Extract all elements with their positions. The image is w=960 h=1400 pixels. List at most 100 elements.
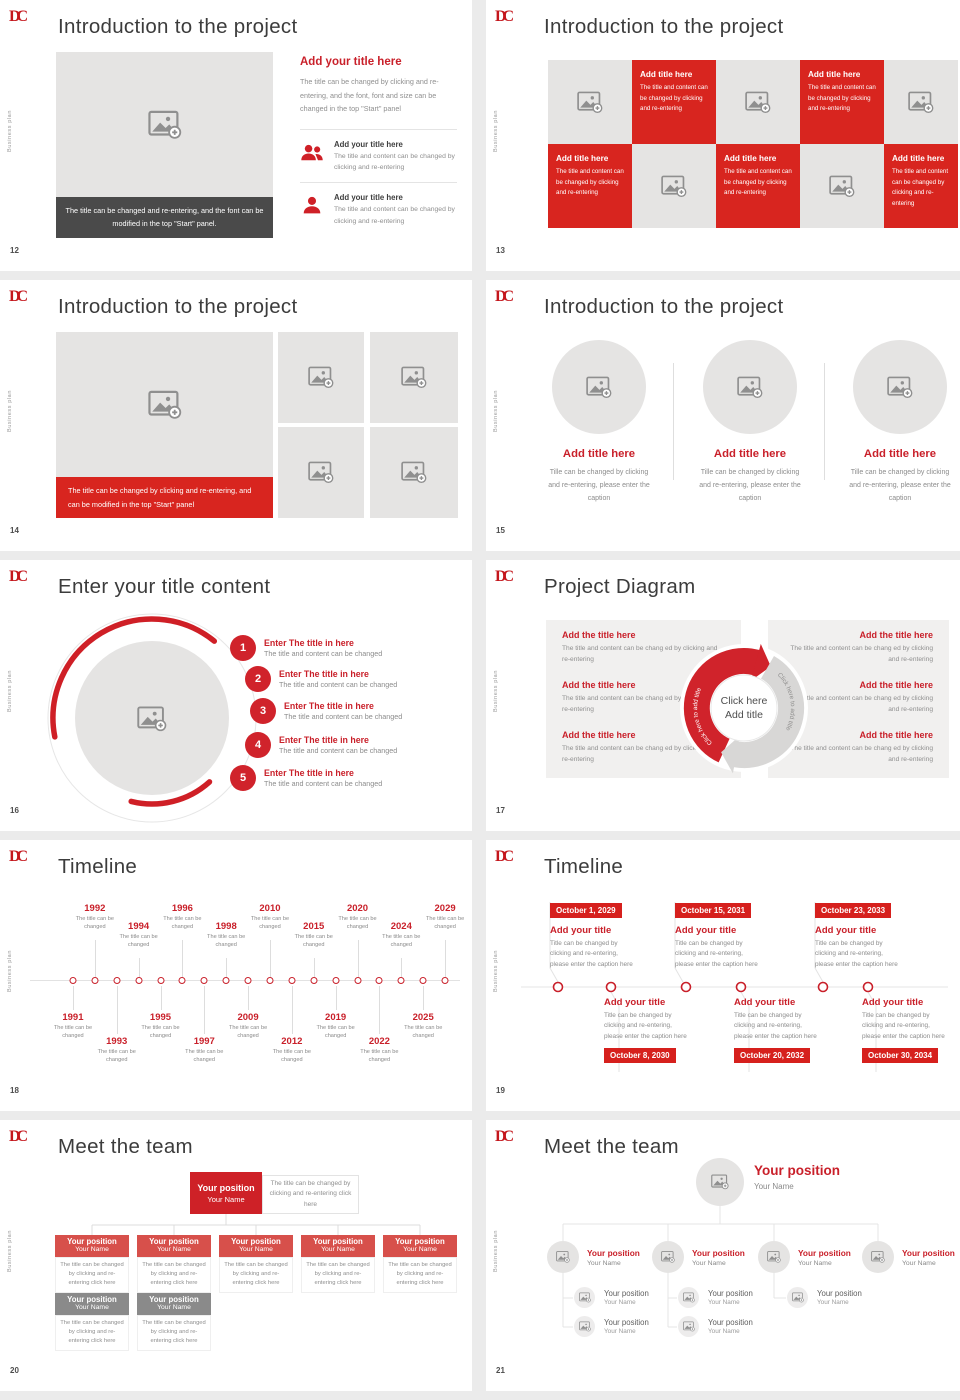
- org-extra-box[interactable]: Your position Your Name The title can be…: [137, 1293, 211, 1351]
- cycle-diagram[interactable]: Click here Add title Click here to add t…: [674, 638, 814, 778]
- slide-15[interactable]: DC Business plan Introduction to the pro…: [486, 280, 960, 551]
- sub-member-item[interactable]: Your position Your Name: [678, 1316, 753, 1337]
- brand-logo: DC: [9, 1128, 28, 1145]
- panel-entry[interactable]: Add the title here The title and content…: [546, 670, 741, 720]
- slide-20[interactable]: DC Business plan Meet the team Your posi…: [0, 1120, 472, 1391]
- org-extra-box[interactable]: Your position Your Name The title can be…: [55, 1293, 129, 1351]
- slide-17[interactable]: DC Business plan Project Diagram Add the…: [486, 560, 960, 831]
- panel-entry[interactable]: Add the title here The title and content…: [546, 620, 741, 670]
- image-placeholder[interactable]: [853, 340, 947, 434]
- grid-cell[interactable]: Add title here The title and content can…: [548, 144, 632, 228]
- member-item[interactable]: Your position Your Name: [758, 1241, 851, 1273]
- slide-16[interactable]: DC Business plan Enter your title conten…: [0, 560, 472, 831]
- brand-logo: DC: [9, 288, 28, 305]
- org-child-box[interactable]: Your position Your Name The title can be…: [383, 1235, 457, 1293]
- circle-column[interactable]: Add title here Tille can be changed by c…: [695, 340, 805, 506]
- member-item[interactable]: Your position Your Name: [862, 1241, 955, 1273]
- grid-cell[interactable]: [800, 144, 884, 228]
- sidebar-vertical-label: Business plan: [493, 110, 499, 153]
- timeline-entry[interactable]: 1995 The title can be changed: [141, 840, 180, 1111]
- image-placeholder[interactable]: [278, 332, 364, 423]
- numbered-item[interactable]: 1 Enter The title in here The title and …: [230, 635, 382, 661]
- member-item[interactable]: Your position Your Name: [652, 1241, 745, 1273]
- timeline-caption: The title can be changed: [163, 916, 202, 931]
- panel-entry[interactable]: Add the title here The title and content…: [768, 620, 949, 670]
- timeline-entry[interactable]: 2009 The title can be changed: [229, 840, 267, 1111]
- grid-cell[interactable]: [548, 60, 632, 144]
- timeline-entry[interactable]: 1993 The title can be changed: [98, 840, 136, 1111]
- timeline-entry[interactable]: 2010 The title can be changed: [251, 840, 289, 1111]
- timeline-block[interactable]: Add your title Title can be changed by c…: [862, 997, 948, 1063]
- numbered-item[interactable]: 3 Enter The title in here The title and …: [250, 698, 402, 724]
- slide-21[interactable]: DC Business plan Meet the team Your posi…: [486, 1120, 960, 1391]
- grid-cell[interactable]: [884, 60, 958, 144]
- slide-19[interactable]: DC Business plan Timeline October 1, 202…: [486, 840, 960, 1111]
- panel-entry[interactable]: Add the title here The title and content…: [768, 670, 949, 720]
- sub-member-item[interactable]: Your position Your Name: [574, 1287, 649, 1308]
- timeline-entry[interactable]: 2029 The title can be changed: [426, 840, 464, 1111]
- block-title: Add your title: [862, 997, 924, 1008]
- timeline-entry[interactable]: 2012 The title can be changed: [273, 840, 311, 1111]
- org-child-box[interactable]: Your position Your Name The title can be…: [301, 1235, 375, 1293]
- org-root-box[interactable]: Your position Your Name: [190, 1172, 262, 1214]
- image-placeholder[interactable]: [56, 332, 273, 477]
- image-placeholder[interactable]: [56, 52, 273, 197]
- timeline-block[interactable]: October 15, 2031 Add your title Title ca…: [675, 900, 761, 970]
- image-placeholder[interactable]: [370, 427, 458, 518]
- slide-13[interactable]: DC Business plan Introduction to the pro…: [486, 0, 960, 271]
- root-avatar[interactable]: [696, 1158, 744, 1206]
- timeline-block[interactable]: Add your title Title can be changed by c…: [604, 997, 690, 1063]
- timeline-block[interactable]: Add your title Title can be changed by c…: [734, 997, 820, 1063]
- member-item[interactable]: Your position Your Name: [547, 1241, 640, 1273]
- timeline-entry[interactable]: 2020 The title can be changed: [338, 840, 377, 1111]
- timeline-caption: The title can be changed: [294, 934, 333, 949]
- org-child-box[interactable]: Your position Your Name The title can be…: [55, 1235, 129, 1293]
- timeline-entry[interactable]: 1996 The title can be changed: [163, 840, 202, 1111]
- circle-column[interactable]: Add title here Tille can be changed by c…: [845, 340, 955, 506]
- center-circle: [710, 674, 778, 742]
- timeline-entry[interactable]: 1994 The title can be changed: [119, 840, 158, 1111]
- image-placeholder[interactable]: [370, 332, 458, 423]
- timeline-entry[interactable]: 1991 The title can be changed: [54, 840, 92, 1111]
- grid-cell[interactable]: Add title here The title and content can…: [884, 144, 958, 228]
- timeline-entry[interactable]: 2025 The title can be changed: [404, 840, 442, 1111]
- timeline-entry[interactable]: 1997 The title can be changed: [185, 840, 223, 1111]
- numbered-item[interactable]: 2 Enter The title in here The title and …: [245, 666, 397, 692]
- timeline-entry[interactable]: 2022 The title can be changed: [360, 840, 399, 1111]
- slide-14[interactable]: DC Business plan Introduction to the pro…: [0, 280, 472, 551]
- image-placeholder[interactable]: [552, 340, 646, 434]
- timeline-block[interactable]: October 23, 2033 Add your title Title ca…: [815, 900, 901, 970]
- numbered-item[interactable]: 4 Enter The title in here The title and …: [245, 732, 397, 758]
- sub-member-avatar: [787, 1287, 808, 1308]
- entry-text: The title and content can be chang ed by…: [790, 645, 933, 664]
- grid-cell[interactable]: Add title here The title and content can…: [632, 60, 716, 144]
- grid-cell[interactable]: [632, 144, 716, 228]
- org-child-box[interactable]: Your position Your Name The title can be…: [137, 1235, 211, 1293]
- timeline-entry[interactable]: 1998 The title can be changed: [207, 840, 245, 1111]
- circle-column[interactable]: Add title here Tille can be changed by c…: [544, 340, 654, 506]
- grid-cell[interactable]: Add title here The title and content can…: [800, 60, 884, 144]
- timeline-entry[interactable]: 2024 The title can be changed: [382, 840, 420, 1111]
- timeline-entry[interactable]: 1992 The title can be changed: [76, 840, 114, 1111]
- grid-cell[interactable]: Add title here The title and content can…: [716, 144, 800, 228]
- extra-caption: The title can be changed by clicking and…: [137, 1315, 211, 1351]
- panel-entry[interactable]: Add the title here The title and content…: [768, 720, 949, 770]
- sub-member-item[interactable]: Your position Your Name: [678, 1287, 753, 1308]
- image-placeholder[interactable]: [278, 427, 364, 518]
- org-note-box[interactable]: The title can be changed by clicking and…: [262, 1175, 359, 1214]
- sub-member-item[interactable]: Your position Your Name: [787, 1287, 862, 1308]
- slide-18[interactable]: DC Business plan Timeline 1991 The title…: [0, 840, 472, 1111]
- child-caption: The title can be changed by clicking and…: [219, 1257, 293, 1293]
- panel-entry[interactable]: Add the title here The title and content…: [546, 720, 741, 770]
- sub-member-item[interactable]: Your position Your Name: [574, 1316, 649, 1337]
- numbered-item[interactable]: 5 Enter The title in here The title and …: [230, 765, 382, 791]
- grid-cell[interactable]: [716, 60, 800, 144]
- timeline-entry[interactable]: 2019 The title can be changed: [317, 840, 355, 1111]
- timeline-caption: The title can be changed: [97, 1049, 136, 1064]
- timeline-block[interactable]: October 1, 2029 Add your title Title can…: [550, 900, 636, 970]
- image-placeholder[interactable]: [703, 340, 797, 434]
- slide-12[interactable]: DC Business plan Introduction to the pro…: [0, 0, 472, 271]
- timeline-entry[interactable]: 2015 The title can be changed: [295, 840, 333, 1111]
- org-child-box[interactable]: Your position Your Name The title can be…: [219, 1235, 293, 1293]
- image-placeholder[interactable]: [75, 641, 229, 795]
